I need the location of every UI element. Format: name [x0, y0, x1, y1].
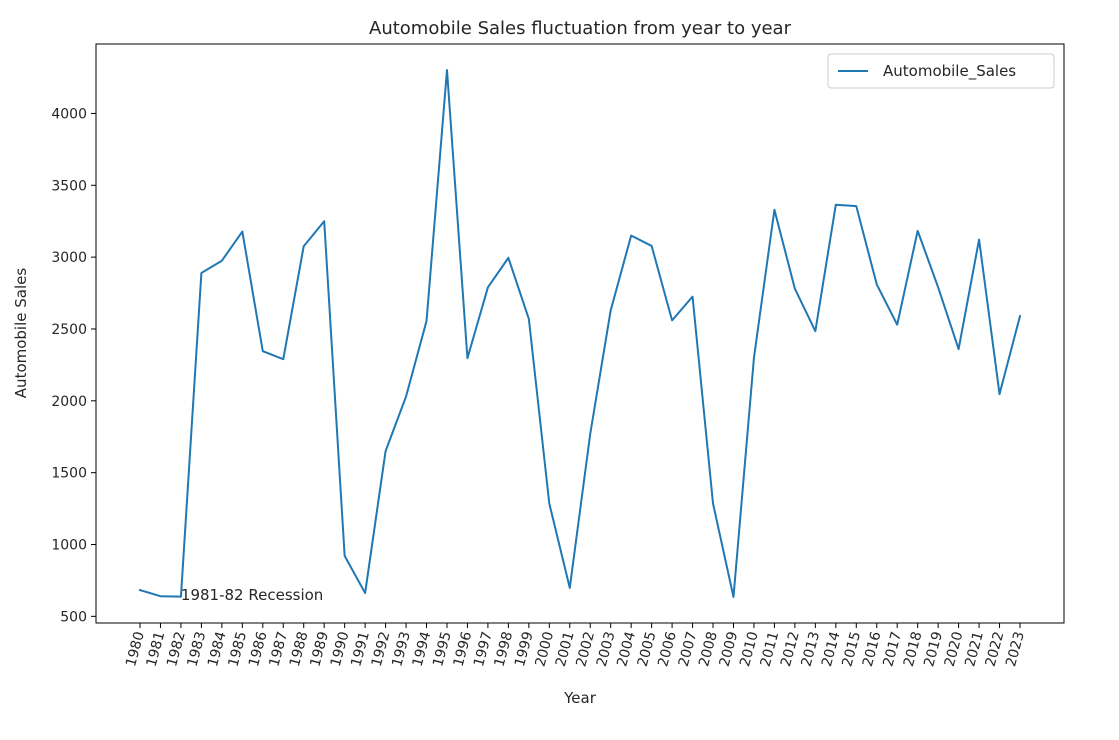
y-tick-label: 1000	[51, 537, 87, 553]
y-tick-label: 2500	[51, 322, 87, 338]
axes-frame	[95, 43, 1065, 624]
y-tick-label: 2000	[51, 394, 87, 410]
x-axis-label: Year	[563, 689, 597, 707]
plot-background	[96, 44, 1064, 623]
y-tick-label: 3000	[51, 250, 87, 266]
y-tick-label: 1500	[51, 466, 87, 482]
annotation-label: 1981-82 Recession	[181, 586, 323, 604]
y-tick-label: 3500	[51, 178, 87, 194]
legend: Automobile_Sales	[827, 53, 1055, 89]
legend-box	[827, 53, 1055, 89]
series-line-0	[138, 69, 1022, 598]
y-tick-label: 4000	[51, 106, 87, 122]
chart-title: Automobile Sales fluctuation from year t…	[369, 18, 792, 39]
plot-area	[96, 44, 1064, 623]
annotation-layer: 1981-82 Recession	[181, 586, 323, 604]
legend-label: Automobile_Sales	[883, 62, 1016, 81]
y-axis-label: Automobile Sales	[12, 268, 30, 399]
series-layer	[138, 69, 1022, 598]
y-tick-label: 500	[60, 609, 87, 625]
